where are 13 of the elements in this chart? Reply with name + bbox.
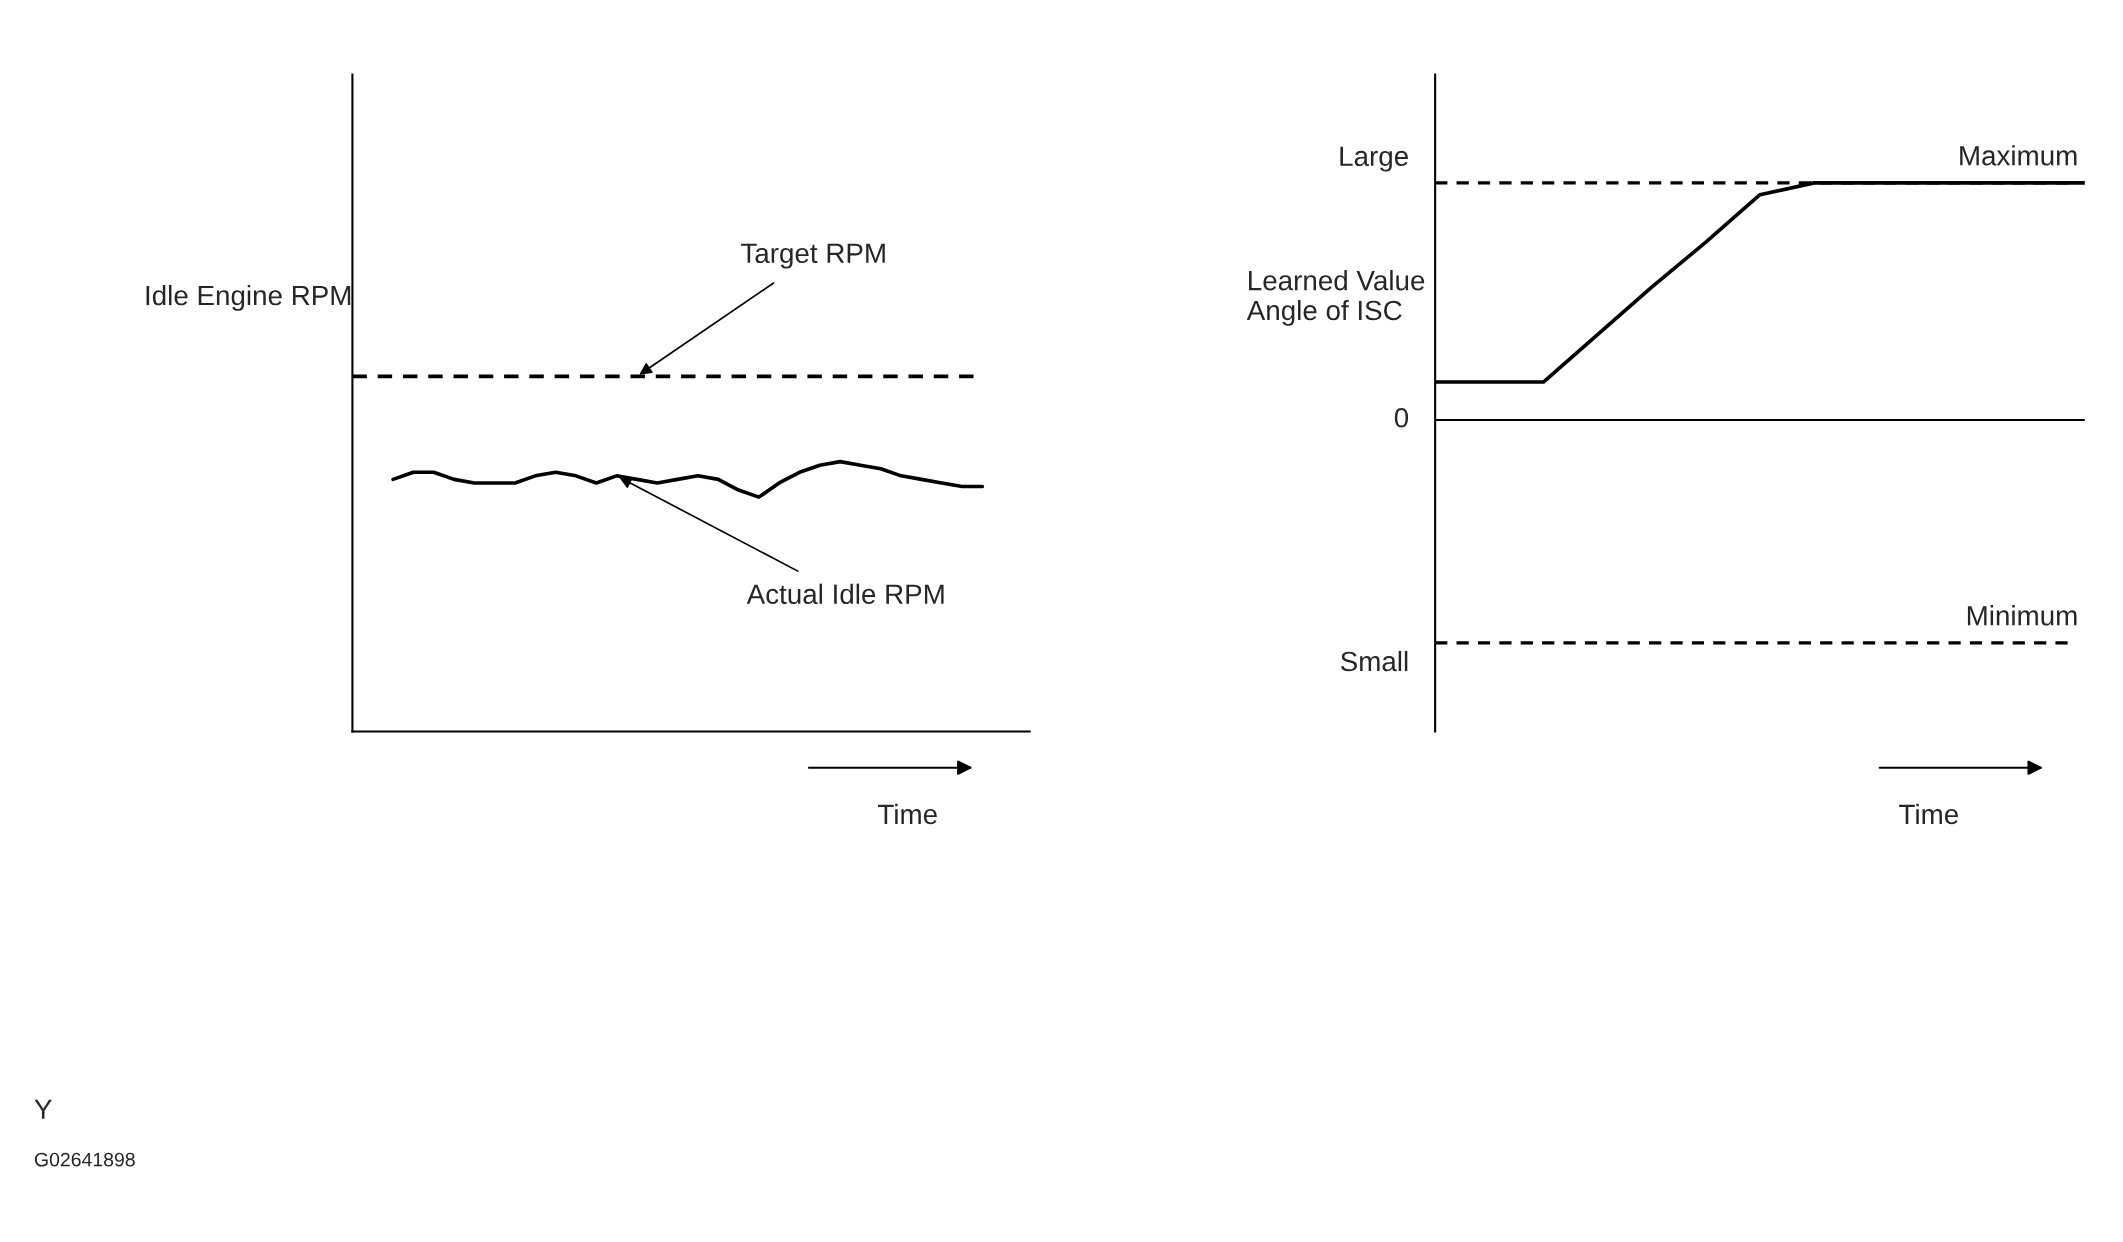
text: G02641898: [34, 1152, 135, 1167]
y-axis-title: Idle Engine RPM: [146, 284, 351, 311]
x-axis-title: Time: [1899, 803, 1958, 825]
ref-line-label: Minimum: [1967, 605, 2077, 626]
text: 0: [1394, 407, 1409, 428]
text: Actual Idle RPM: [746, 583, 944, 605]
text: Small: [1340, 650, 1408, 672]
text: Y: [34, 1099, 52, 1119]
y-axis-title: Learned Value Angle of ISC: [1246, 270, 1425, 326]
ref-line-label: Maximum: [1960, 145, 2077, 166]
text: Target RPM: [741, 243, 885, 269]
text: Large: [1340, 146, 1408, 172]
x-axis-title: Time: [878, 803, 937, 825]
